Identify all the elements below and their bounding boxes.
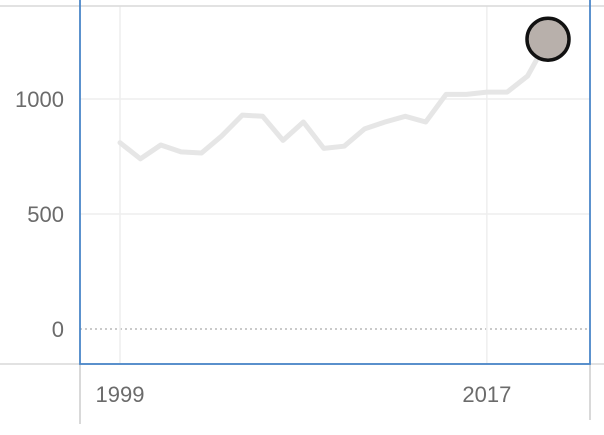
series-line-0 xyxy=(117,36,551,162)
x-tick-label-2017: 2017 xyxy=(462,382,511,407)
tick-labels: 0 500 1000 1999 2017 xyxy=(15,87,511,407)
series-layer xyxy=(117,36,551,162)
y-tick-label-1000: 1000 xyxy=(15,87,64,112)
grid-lines xyxy=(80,6,590,364)
x-tick-label-1999: 1999 xyxy=(96,382,145,407)
highlight-point xyxy=(525,16,571,62)
highlight-layer xyxy=(525,16,571,62)
selection-frame xyxy=(79,0,591,365)
y-tick-label-0: 0 xyxy=(52,317,64,342)
axes xyxy=(0,0,604,424)
y-tick-label-500: 500 xyxy=(27,202,64,227)
